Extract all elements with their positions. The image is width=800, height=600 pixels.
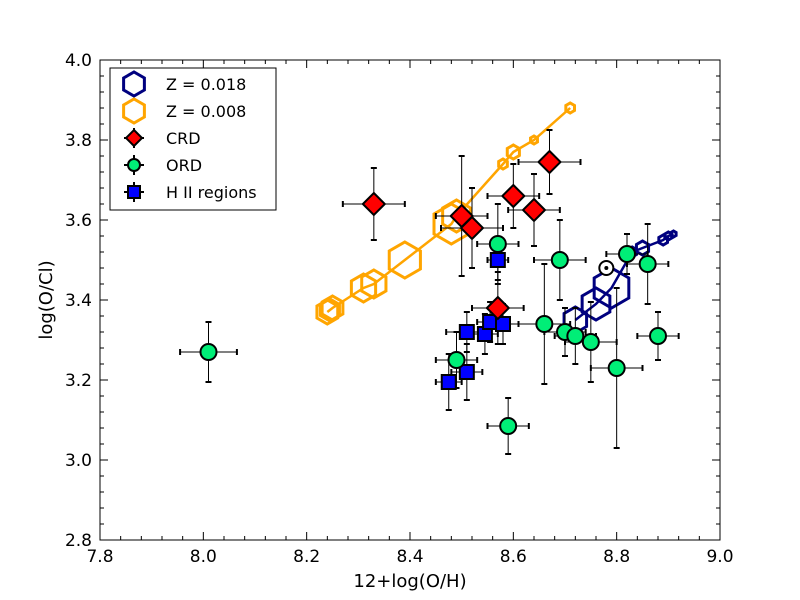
solar-symbol (598, 260, 615, 276)
data-point-square (440, 374, 457, 390)
legend-label: ORD (166, 156, 202, 175)
x-tick-label: 8.8 (603, 547, 630, 567)
legend-marker-hexagon (122, 97, 146, 125)
data-point-diamond (521, 197, 547, 223)
data-point-circle (199, 343, 218, 361)
x-axis-label: 12+log(O/H) (353, 571, 466, 592)
legend-marker-diamond (124, 128, 144, 148)
model-line (326, 107, 571, 313)
data-point-circle (649, 327, 667, 345)
axis-ticks (99, 59, 721, 541)
data-point-circle (488, 235, 507, 253)
x-tick-label: 8.2 (293, 547, 320, 567)
solar-dot (604, 266, 609, 270)
legend-label: H II regions (166, 183, 257, 202)
y-tick-label: 3.2 (65, 371, 92, 391)
data-point-circle (607, 359, 626, 377)
model-hexagon (580, 286, 612, 322)
legend-marker-hexagon (122, 70, 146, 98)
legend-label: Z = 0.008 (166, 102, 246, 121)
x-tick-label: 7.8 (86, 547, 113, 567)
y-tick-label: 4.0 (65, 51, 92, 71)
model-hexagon (497, 157, 509, 171)
model-hexagon (349, 272, 378, 304)
model-hexagon (320, 294, 345, 322)
model-hexagon (657, 233, 669, 247)
x-tick-label: 8.6 (500, 547, 527, 567)
data-point-diamond (361, 191, 387, 217)
model-hexagon (387, 240, 422, 280)
data-point-square (458, 324, 475, 340)
model-tracks (315, 101, 678, 335)
model-hexagon (505, 143, 521, 161)
model-hexagon (360, 268, 388, 300)
data-point-circle (581, 333, 600, 351)
model-hexagon (564, 101, 576, 115)
data-point-circle (550, 251, 569, 269)
y-tick-label: 2.8 (65, 531, 92, 551)
legend-marker-square (127, 185, 141, 199)
x-tick-label: 8.0 (190, 547, 217, 567)
legend-label: Z = 0.018 (166, 75, 246, 94)
model-hexagon (441, 198, 472, 234)
data-point-diamond (485, 295, 511, 321)
legend: Z = 0.018 Z = 0.008 CRD ORD H II regions (109, 67, 277, 211)
data-point-circle (618, 245, 636, 263)
data-markers (199, 149, 667, 435)
data-point-circle (535, 315, 554, 333)
model-hexagon (634, 239, 651, 257)
legend-label: CRD (166, 129, 201, 148)
data-point-circle (447, 351, 466, 369)
legend-marker-circle (127, 158, 141, 172)
model-hexagon (529, 134, 539, 146)
plot-frame (99, 59, 721, 541)
y-tick-label: 3.0 (65, 451, 92, 471)
y-tick-label: 3.4 (65, 291, 92, 311)
data-point-diamond (459, 215, 485, 241)
y-tick-label: 3.8 (65, 131, 92, 151)
x-tick-label: 8.4 (396, 547, 423, 567)
data-point-circle (638, 255, 657, 273)
data-point-circle (566, 327, 585, 345)
model-hexagon (592, 266, 631, 310)
tick-labels: 7.8 8.0 8.2 8.4 8.6 8.8 9.0 2.8 3.0 3.2 3.4 3.6 3.8 4… (65, 51, 734, 567)
y-axis-label: log(O/Cl) (36, 260, 57, 339)
data-point-diamond (500, 183, 526, 209)
data-point-circle (499, 417, 518, 435)
model-hexagon (318, 297, 341, 323)
x-tick-label: 9.0 (706, 547, 733, 567)
model-hexagon (669, 229, 678, 239)
data-point-square (458, 364, 475, 380)
model-hexagon (315, 298, 340, 326)
data-point-square (495, 316, 511, 332)
y-tick-label: 3.6 (65, 211, 92, 231)
data-point-square (489, 252, 506, 268)
data-point-diamond (537, 149, 562, 175)
